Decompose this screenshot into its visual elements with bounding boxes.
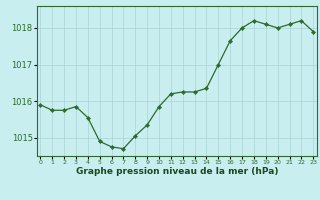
X-axis label: Graphe pression niveau de la mer (hPa): Graphe pression niveau de la mer (hPa) bbox=[76, 167, 278, 176]
